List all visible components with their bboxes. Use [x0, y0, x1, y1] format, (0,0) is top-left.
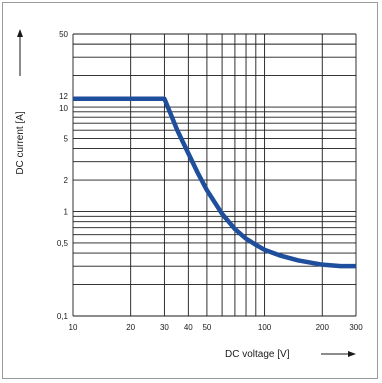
grid-layer [72, 33, 357, 317]
y-tick-label: 0,1 [57, 312, 69, 321]
x-tick-label: 30 [160, 323, 169, 332]
y-tick-label: 50 [59, 30, 68, 39]
series-layer [73, 96, 356, 269]
y-tick-label: 1 [64, 208, 69, 217]
y-tick-label: 12 [59, 92, 68, 101]
y-axis-label: DC current [A] [15, 111, 26, 175]
x-axis-arrow-head [348, 351, 356, 357]
x-tick-label: 10 [69, 323, 78, 332]
x-tick-label: 20 [126, 323, 135, 332]
x-tick-label: 200 [316, 323, 330, 332]
y-tick-label: 0,5 [57, 239, 69, 248]
axis-label-layer: DC current [A] DC voltage [V] [15, 29, 356, 360]
x-tick-label: 50 [202, 323, 211, 332]
x-axis-label: DC voltage [V] [225, 349, 290, 360]
chart-figure: 0,1 0,5 1 2 5 10 12 50 10 20 30 40 50 100 200 300 DC cu… [2, 2, 378, 379]
y-tick-label: 5 [64, 135, 69, 144]
series-line [73, 96, 356, 269]
y-tick-label: 2 [64, 176, 69, 185]
y-axis-arrow-head [17, 29, 23, 37]
x-tick-label: 300 [349, 323, 363, 332]
y-tick-label: 10 [59, 104, 68, 113]
x-tick-label: 40 [184, 323, 193, 332]
x-tick-label: 100 [258, 323, 272, 332]
